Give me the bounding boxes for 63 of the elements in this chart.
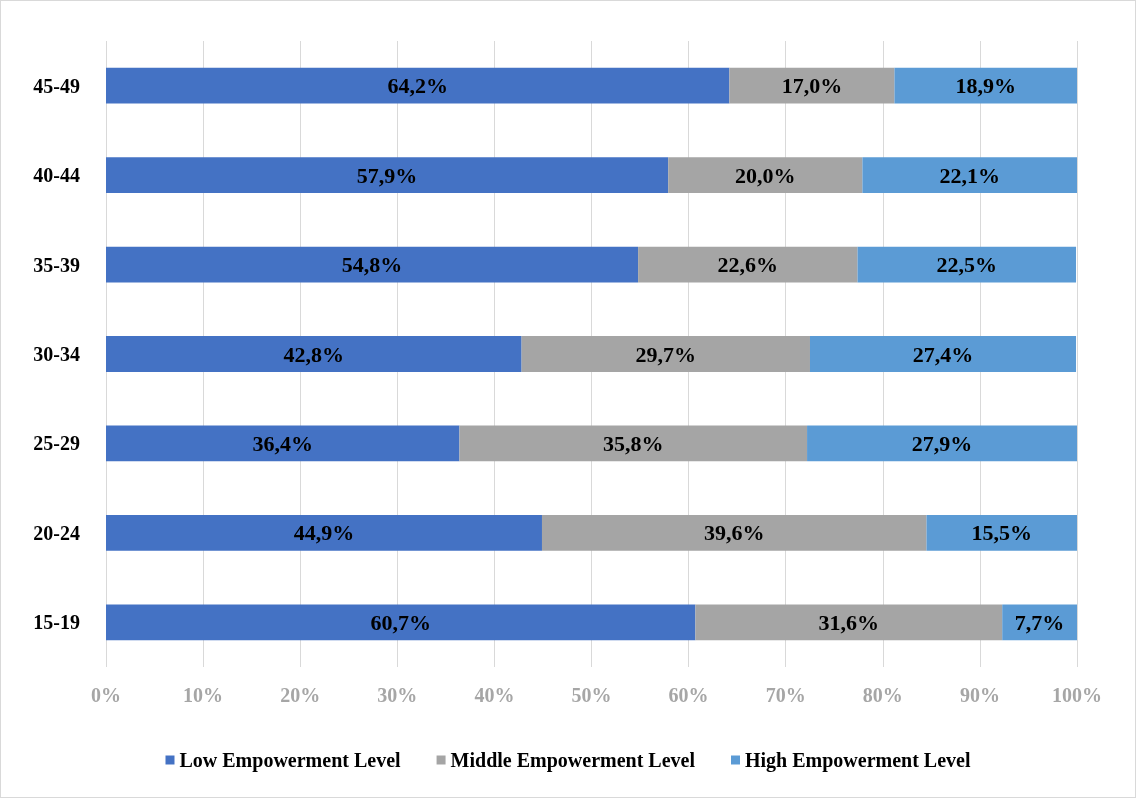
data-label: 18,9% [955, 73, 1016, 99]
data-label: 20,0% [735, 162, 796, 188]
y-tick-label: 30-34 [33, 343, 80, 365]
bar [106, 246, 639, 283]
bar [857, 246, 1077, 283]
data-label: 39,6% [703, 520, 765, 546]
x-tick-label: 60% [668, 684, 709, 706]
legend-label: Middle Empowerment Level [450, 749, 696, 772]
bar [106, 514, 542, 551]
data-label: 31,6% [818, 609, 880, 635]
y-tick-label: 40-44 [33, 164, 80, 187]
data-label: 27,9% [911, 430, 973, 456]
legend-label: High Empowerment Level [744, 749, 971, 772]
bar [106, 336, 522, 372]
y-tick-label: 45-49 [33, 74, 80, 97]
bar [521, 336, 810, 372]
bar [862, 157, 1077, 194]
data-label: 27,4% [912, 341, 974, 367]
bar [668, 157, 863, 194]
x-tick-label: 100% [1052, 684, 1102, 706]
x-tick-label: 50% [571, 684, 612, 706]
x-tick-label: 0% [91, 684, 121, 706]
y-tick-label: 35-39 [33, 253, 80, 276]
data-label: 57,9% [356, 162, 418, 188]
data-label: 17,0% [781, 73, 843, 99]
x-tick-label: 30% [377, 684, 418, 706]
y-tick-label: 20-24 [33, 521, 80, 544]
legend-label: Low Empowerment Level [179, 749, 402, 772]
data-label: 22,6% [717, 252, 779, 278]
y-tick-label: 25-29 [33, 432, 80, 455]
x-tick-label: 40% [474, 684, 515, 706]
bar [541, 514, 927, 551]
bar [729, 67, 895, 104]
x-tick-label: 80% [862, 684, 903, 706]
y-tick-label: 15-19 [33, 611, 80, 634]
x-tick-label: 70% [765, 684, 806, 706]
data-label: 42,8% [283, 341, 345, 367]
data-label: 64,2% [387, 73, 448, 99]
data-label: 44,9% [293, 520, 355, 546]
data-label: 15,5% [971, 520, 1032, 546]
data-label: 54,8% [341, 252, 403, 278]
bar [809, 336, 1077, 372]
bar [926, 514, 1077, 551]
bar [1002, 604, 1077, 641]
bar [638, 246, 858, 283]
bar [695, 604, 1003, 641]
x-tick-label: 90% [959, 684, 1000, 706]
bar [106, 157, 669, 194]
x-tick-label: 20% [280, 684, 321, 706]
bar [459, 425, 808, 462]
bar [807, 425, 1077, 462]
x-tick-label: 10% [183, 684, 224, 706]
bar [106, 67, 730, 104]
bar [106, 425, 460, 462]
data-label: 36,4% [252, 430, 313, 456]
data-label: 35,8% [603, 430, 664, 456]
data-label: 7,7% [1014, 609, 1065, 635]
bar [894, 67, 1077, 104]
data-label: 22,5% [936, 252, 998, 278]
bar [106, 604, 696, 641]
data-label: 22,1% [939, 162, 1000, 188]
data-label: 29,7% [635, 341, 697, 367]
data-label: 60,7% [370, 609, 431, 635]
